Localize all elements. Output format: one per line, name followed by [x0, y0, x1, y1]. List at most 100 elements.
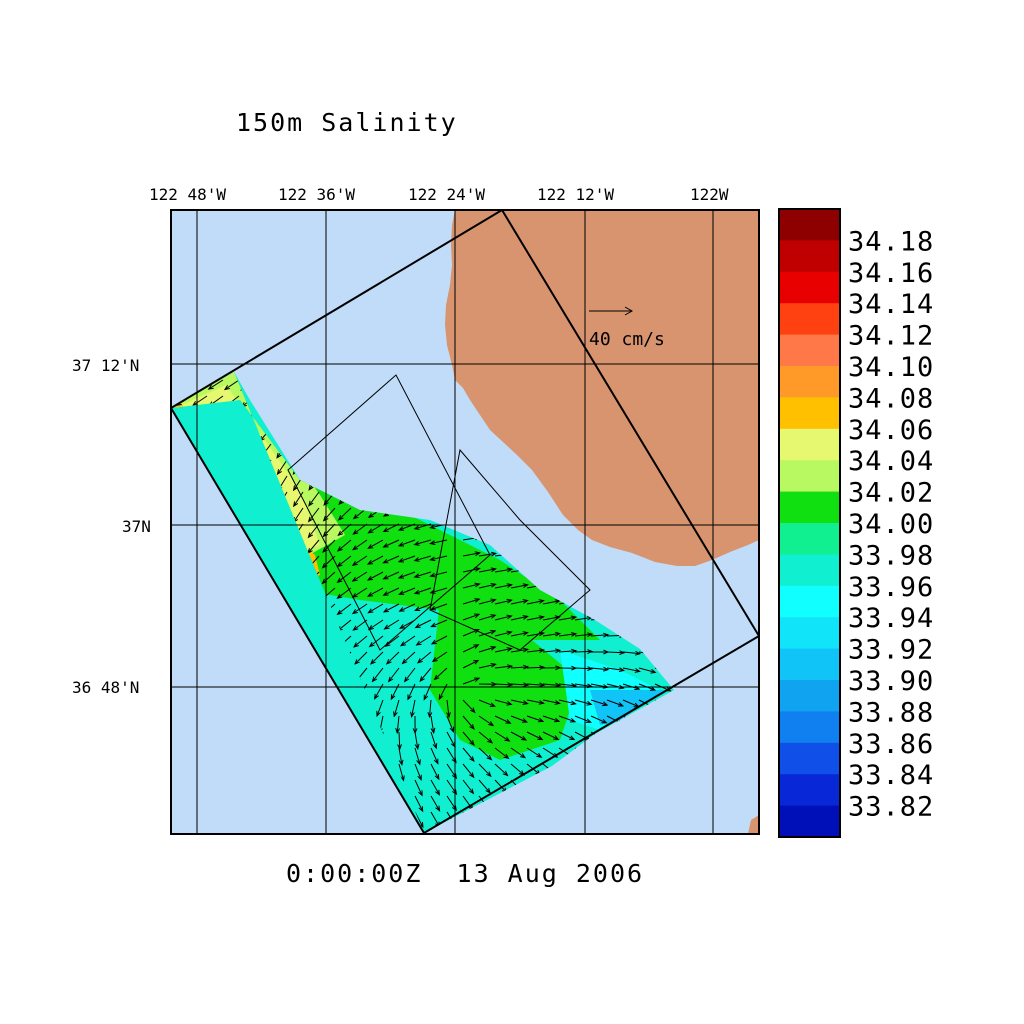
colorbar-swatch [779, 774, 840, 807]
current-vector [478, 715, 495, 727]
current-vector [494, 682, 514, 688]
lon-tick-label: 122 12'W [537, 185, 614, 204]
current-vector [606, 650, 626, 655]
current-vector [413, 555, 432, 562]
current-vector [590, 699, 609, 707]
lat-tick-label: 37N [122, 517, 151, 536]
colorbar-label: 34.18 [848, 226, 934, 257]
current-vector [276, 459, 288, 476]
current-vector [494, 598, 513, 605]
current-vector [352, 523, 368, 535]
current-vector [354, 651, 368, 665]
current-vector [387, 667, 400, 683]
current-vector [574, 666, 594, 671]
colorbar-label: 33.82 [848, 792, 934, 823]
current-vector [382, 555, 400, 564]
current-vector [494, 715, 512, 724]
current-vector [414, 731, 420, 751]
colorbar-swatch [779, 271, 840, 304]
current-vector [367, 603, 384, 614]
current-vector [433, 667, 448, 681]
current-vector [430, 779, 441, 796]
current-vector [430, 795, 441, 812]
current-vector [431, 651, 448, 663]
current-vector [542, 648, 562, 654]
lon-tick-label: 122 36'W [278, 185, 355, 204]
current-vector [427, 699, 433, 719]
current-vector [478, 567, 497, 573]
colorbar-swatch [779, 523, 840, 555]
current-vector [414, 603, 432, 611]
current-vector [558, 648, 578, 654]
current-vector [478, 731, 494, 744]
colorbar-label: 33.92 [848, 635, 934, 666]
current-vector [510, 715, 529, 723]
current-vector [462, 598, 481, 605]
colorbar-swatch [779, 428, 840, 461]
current-vector [478, 662, 497, 669]
current-vector [462, 715, 475, 730]
current-vector [510, 731, 528, 741]
current-vector [397, 731, 402, 751]
vector-scale: 40 cm/s [589, 306, 665, 350]
current-vector [526, 615, 545, 621]
current-vector [336, 539, 352, 552]
current-vector [542, 631, 562, 637]
current-vector [494, 763, 509, 777]
current-vector [478, 582, 497, 589]
current-vector [398, 763, 405, 782]
current-vector [526, 747, 543, 758]
colorbar-label: 34.14 [848, 289, 934, 320]
current-vector [366, 571, 384, 581]
current-vector [510, 647, 530, 653]
current-vector [398, 747, 404, 766]
current-vector [382, 603, 400, 613]
current-vector [510, 747, 527, 759]
current-vector [478, 763, 492, 778]
longitude-tick-labels: 122 48'W 122 36'W 122 24'W 122 12'W 122W [149, 185, 729, 204]
outer-domain-box [171, 210, 759, 834]
current-vector [414, 763, 422, 782]
current-vector [415, 635, 432, 646]
current-vector [292, 491, 304, 508]
current-vector [446, 699, 451, 719]
current-vector [413, 571, 432, 578]
current-vector [308, 491, 320, 507]
colorbar-label: 33.84 [848, 760, 934, 791]
colorbar-swatch [779, 711, 840, 744]
current-vector [478, 747, 493, 761]
current-vector [414, 779, 423, 797]
colorbar-label: 33.88 [848, 697, 934, 728]
current-vector [337, 523, 352, 537]
current-vector [414, 795, 424, 813]
current-vector [558, 731, 576, 741]
current-vector [336, 603, 352, 616]
current-vector [494, 647, 513, 653]
current-vector [478, 551, 498, 557]
salinity-band-blue [590, 690, 665, 725]
colorbar-label: 34.10 [848, 352, 934, 383]
current-vector [510, 664, 530, 670]
current-vector [430, 731, 438, 750]
current-vector [622, 667, 641, 673]
current-vector [352, 619, 368, 631]
current-vector [351, 555, 368, 567]
current-vector [638, 667, 657, 674]
current-vector [416, 651, 432, 664]
inner-domain-box-2 [429, 448, 591, 651]
colorbar-swatch [779, 240, 840, 273]
colorbar-swatch [779, 397, 840, 430]
current-vector [590, 632, 610, 638]
latitude-tick-labels: 37 12'N 37N 36 48'N [72, 356, 151, 697]
colorbar-frame [778, 208, 841, 838]
colorbar: 34.1834.1634.1434.1234.1034.0834.0634.04… [778, 208, 934, 838]
current-vector [478, 646, 497, 653]
current-vector [526, 731, 544, 741]
current-vector [526, 715, 545, 723]
current-vector [429, 539, 448, 545]
current-vector [574, 632, 594, 638]
current-vector [414, 747, 421, 766]
current-vector [429, 571, 448, 578]
current-vector [558, 715, 577, 723]
current-vector [395, 715, 401, 735]
